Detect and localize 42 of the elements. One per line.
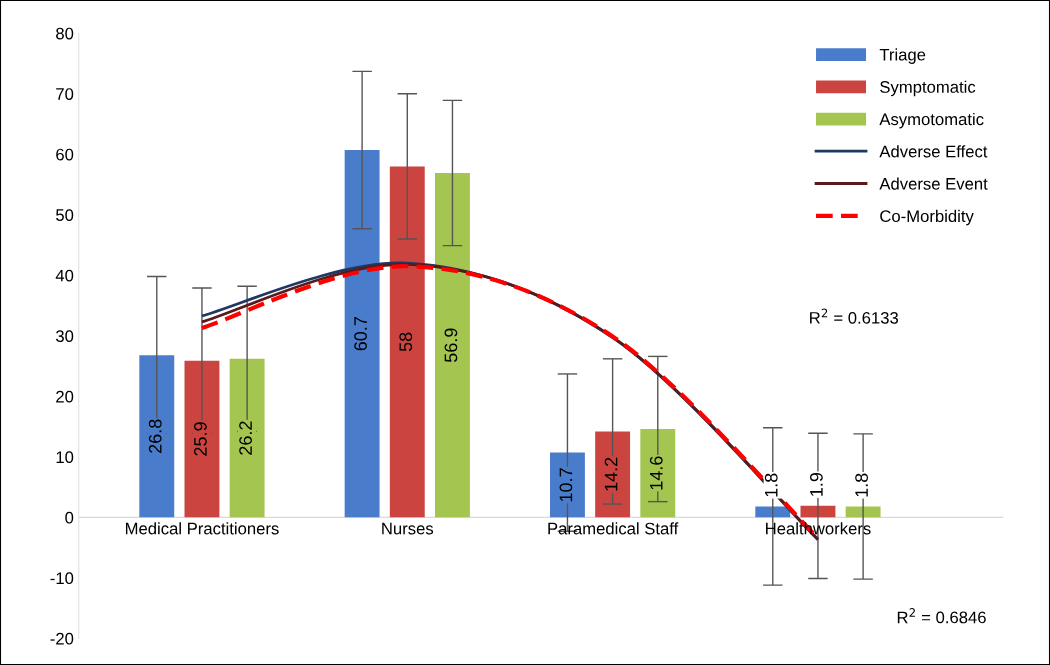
legend-label: Triage (879, 48, 926, 64)
data-label: 10.7 (559, 468, 573, 502)
data-label: 1.9 (810, 473, 823, 496)
bar (755, 506, 791, 518)
bar (800, 505, 836, 518)
data-label: 26.8 (148, 419, 162, 453)
y-tick-label: 70 (56, 88, 74, 100)
data-label: 26.2 (239, 421, 252, 455)
bar (139, 355, 175, 518)
legend-label: Asymotomatic (879, 112, 984, 129)
legend-label: Symptomatic (880, 80, 976, 97)
y-tick-label: 20 (56, 390, 74, 403)
legend-label: Adverse Effect (879, 145, 988, 158)
data-label: 25.9 (194, 422, 207, 456)
bar (184, 360, 220, 518)
data-label: 56.9 (444, 328, 458, 363)
x-tick-label: Medical Practitioners (125, 522, 279, 535)
legend-label: Co-Morbidity (880, 209, 974, 226)
y-tick-label: 50 (56, 209, 74, 221)
annotation: R$^{2}$ = 0.6846 (897, 608, 986, 624)
bar (389, 166, 425, 518)
y-tick-label: 80 (56, 27, 74, 40)
bar (845, 506, 881, 518)
y-tick-label: -20 (50, 632, 74, 645)
bar (435, 173, 470, 518)
y-tick-label: 40 (55, 269, 74, 282)
y-tick-label: 0 (65, 511, 74, 524)
x-tick-label: Nurses (382, 522, 434, 535)
y-tick-label: 30 (55, 330, 74, 343)
data-label: 1.8 (855, 473, 868, 497)
y-tick-label: -10 (50, 572, 74, 585)
annotation: R$^{2}$ = 0.6133 (810, 308, 899, 324)
legend-label: Adverse Event (879, 177, 988, 190)
data-label: 60.7 (354, 317, 367, 351)
data-label: 58 (399, 332, 413, 352)
data-label: 14.2 (604, 457, 618, 491)
y-tick-label: 10 (56, 451, 74, 464)
data-label: 14.6 (649, 456, 663, 490)
y-tick-label: 60 (56, 148, 74, 161)
bar (229, 358, 265, 518)
data-label: 1.8 (764, 473, 778, 497)
bar (344, 150, 380, 518)
